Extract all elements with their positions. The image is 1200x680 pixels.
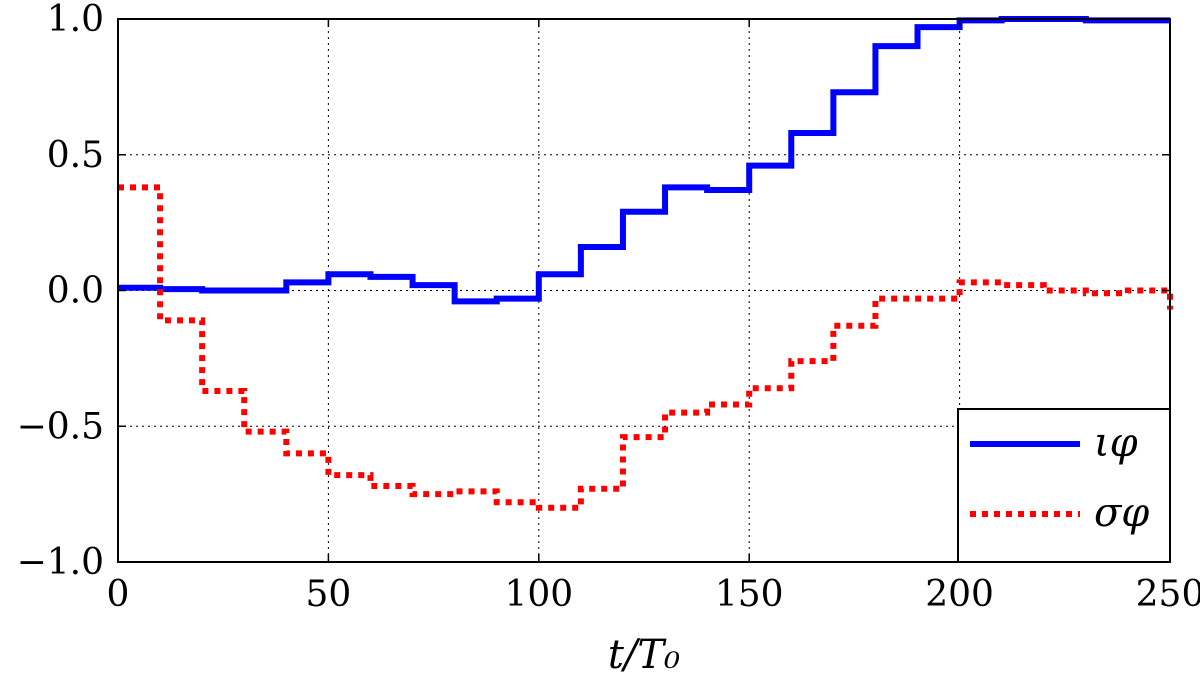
y-tick-label: 0.0 xyxy=(47,271,104,312)
x-tick-labels: 0 50 100 150 200 250 xyxy=(107,574,1200,615)
y-tick-labels: −1.0 −0.5 0.0 0.5 1.0 xyxy=(17,0,104,583)
x-tick-label: 50 xyxy=(305,574,351,615)
y-tick-label: 1.0 xyxy=(47,0,104,40)
x-tick-label: 0 xyxy=(107,574,130,615)
x-axis-label: t/T₀ xyxy=(608,632,680,678)
y-tick-label: −0.5 xyxy=(17,406,104,447)
x-tick-label: 150 xyxy=(715,574,784,615)
legend-label-1: σφ xyxy=(1094,490,1149,536)
series-line-0 xyxy=(118,16,1170,305)
legend-box xyxy=(957,408,1171,563)
x-tick-label: 200 xyxy=(925,574,994,615)
legend: ιφ σφ xyxy=(957,408,1171,563)
legend-label-0: ιφ xyxy=(1094,420,1138,466)
y-tick-label: −1.0 xyxy=(17,542,104,583)
x-tick-label: 250 xyxy=(1136,574,1200,615)
y-tick-label: 0.5 xyxy=(47,135,104,176)
x-tick-label: 100 xyxy=(504,574,573,615)
